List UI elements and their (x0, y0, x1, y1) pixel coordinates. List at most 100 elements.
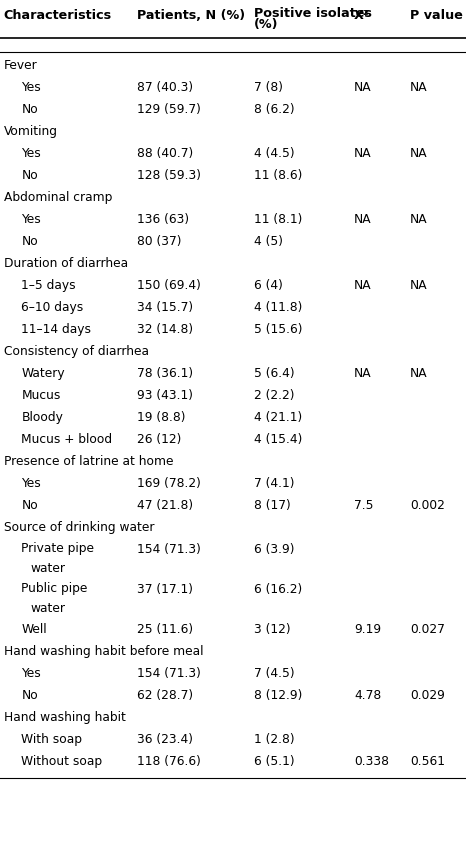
Text: 128 (59.3): 128 (59.3) (137, 169, 201, 182)
Text: 78 (36.1): 78 (36.1) (137, 367, 193, 380)
Text: Private pipe: Private pipe (21, 542, 95, 555)
Text: 0.338: 0.338 (354, 755, 389, 768)
Text: Consistency of diarrhea: Consistency of diarrhea (4, 345, 149, 358)
Text: 7 (8): 7 (8) (254, 81, 283, 94)
Text: 8 (12.9): 8 (12.9) (254, 689, 302, 702)
Text: 3 (12): 3 (12) (254, 623, 291, 636)
Text: 118 (76.6): 118 (76.6) (137, 755, 201, 768)
Text: 7 (4.5): 7 (4.5) (254, 667, 295, 680)
Text: Mucus + blood: Mucus + blood (21, 433, 113, 446)
Text: 4 (15.4): 4 (15.4) (254, 433, 302, 446)
Text: 34 (15.7): 34 (15.7) (137, 301, 193, 314)
Text: No: No (21, 235, 38, 248)
Text: 4 (11.8): 4 (11.8) (254, 301, 302, 314)
Text: No: No (21, 169, 38, 182)
Text: 129 (59.7): 129 (59.7) (137, 103, 201, 116)
Text: 62 (28.7): 62 (28.7) (137, 689, 193, 702)
Text: NA: NA (410, 213, 428, 226)
Text: 1–5 days: 1–5 days (21, 279, 76, 292)
Text: 4.78: 4.78 (354, 689, 381, 702)
Text: 26 (12): 26 (12) (137, 433, 182, 446)
Text: 93 (43.1): 93 (43.1) (137, 389, 193, 402)
Text: NA: NA (410, 367, 428, 380)
Text: Fever: Fever (4, 59, 37, 72)
Text: 6–10 days: 6–10 days (21, 301, 84, 314)
Text: 5 (15.6): 5 (15.6) (254, 323, 302, 336)
Text: NA: NA (354, 147, 372, 160)
Text: NA: NA (410, 147, 428, 160)
Text: Bloody: Bloody (21, 411, 63, 424)
Text: With soap: With soap (21, 733, 82, 746)
Text: 11 (8.1): 11 (8.1) (254, 213, 302, 226)
Text: 8 (17): 8 (17) (254, 499, 291, 512)
Text: 36 (23.4): 36 (23.4) (137, 733, 193, 746)
Text: 32 (14.8): 32 (14.8) (137, 323, 193, 336)
Text: Presence of latrine at home: Presence of latrine at home (4, 455, 173, 468)
Text: 154 (71.3): 154 (71.3) (137, 667, 201, 680)
Text: 19 (8.8): 19 (8.8) (137, 411, 186, 424)
Text: 4 (21.1): 4 (21.1) (254, 411, 302, 424)
Text: Yes: Yes (21, 81, 41, 94)
Text: 11 (8.6): 11 (8.6) (254, 169, 302, 182)
Text: 6 (16.2): 6 (16.2) (254, 583, 302, 596)
Text: Characteristics: Characteristics (4, 9, 112, 22)
Text: NA: NA (410, 81, 428, 94)
Text: NA: NA (410, 279, 428, 292)
Text: 0.561: 0.561 (410, 755, 445, 768)
Text: water: water (30, 562, 65, 575)
Text: NA: NA (354, 81, 372, 94)
Text: No: No (21, 689, 38, 702)
Text: No: No (21, 499, 38, 512)
Text: 6 (5.1): 6 (5.1) (254, 755, 295, 768)
Text: Source of drinking water: Source of drinking water (4, 521, 154, 534)
Text: 7 (4.1): 7 (4.1) (254, 477, 295, 490)
Text: 150 (69.4): 150 (69.4) (137, 279, 201, 292)
Text: Mucus: Mucus (21, 389, 61, 402)
Text: Hand washing habit before meal: Hand washing habit before meal (4, 645, 203, 658)
Text: 87 (40.3): 87 (40.3) (137, 81, 193, 94)
Text: Hand washing habit: Hand washing habit (4, 711, 126, 724)
Text: 0.002: 0.002 (410, 499, 445, 512)
Text: X²: X² (354, 9, 370, 22)
Text: 0.027: 0.027 (410, 623, 445, 636)
Text: Public pipe: Public pipe (21, 582, 88, 595)
Text: water: water (30, 602, 65, 615)
Text: 169 (78.2): 169 (78.2) (137, 477, 201, 490)
Text: 80 (37): 80 (37) (137, 235, 182, 248)
Text: 4 (4.5): 4 (4.5) (254, 147, 295, 160)
Text: NA: NA (354, 213, 372, 226)
Text: 154 (71.3): 154 (71.3) (137, 543, 201, 556)
Text: Well: Well (21, 623, 47, 636)
Text: Yes: Yes (21, 667, 41, 680)
Text: Patients, N (%): Patients, N (%) (137, 9, 246, 22)
Text: Positive isolates: Positive isolates (254, 7, 372, 20)
Text: Yes: Yes (21, 477, 41, 490)
Text: Yes: Yes (21, 213, 41, 226)
Text: Watery: Watery (21, 367, 65, 380)
Text: 0.029: 0.029 (410, 689, 445, 702)
Text: P value: P value (410, 9, 463, 22)
Text: 9.19: 9.19 (354, 623, 381, 636)
Text: 6 (3.9): 6 (3.9) (254, 543, 295, 556)
Text: (%): (%) (254, 18, 279, 31)
Text: 4 (5): 4 (5) (254, 235, 283, 248)
Text: 6 (4): 6 (4) (254, 279, 283, 292)
Text: NA: NA (354, 367, 372, 380)
Text: 37 (17.1): 37 (17.1) (137, 583, 193, 596)
Text: Without soap: Without soap (21, 755, 103, 768)
Text: Vomiting: Vomiting (4, 125, 58, 138)
Text: 5 (6.4): 5 (6.4) (254, 367, 295, 380)
Text: 136 (63): 136 (63) (137, 213, 190, 226)
Text: 25 (11.6): 25 (11.6) (137, 623, 193, 636)
Text: Yes: Yes (21, 147, 41, 160)
Text: Abdominal cramp: Abdominal cramp (4, 191, 112, 204)
Text: 47 (21.8): 47 (21.8) (137, 499, 193, 512)
Text: 7.5: 7.5 (354, 499, 374, 512)
Text: 88 (40.7): 88 (40.7) (137, 147, 194, 160)
Text: 2 (2.2): 2 (2.2) (254, 389, 295, 402)
Text: 8 (6.2): 8 (6.2) (254, 103, 295, 116)
Text: No: No (21, 103, 38, 116)
Text: 11–14 days: 11–14 days (21, 323, 91, 336)
Text: 1 (2.8): 1 (2.8) (254, 733, 295, 746)
Text: NA: NA (354, 279, 372, 292)
